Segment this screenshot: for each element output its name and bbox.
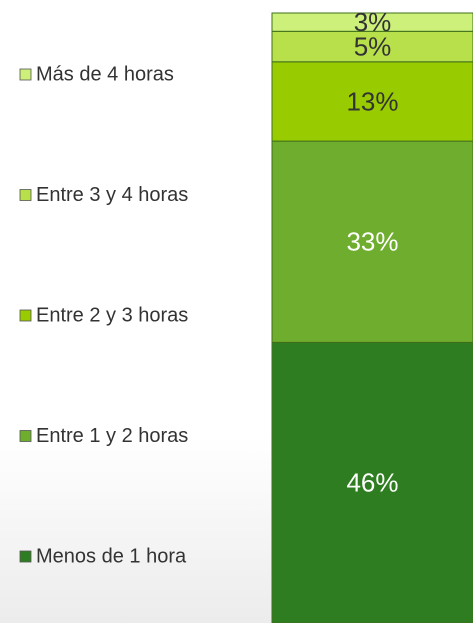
legend-label: Entre 2 y 3 horas — [36, 304, 188, 326]
legend-marker — [19, 430, 32, 442]
legend-label: Más de 4 horas — [36, 63, 174, 85]
data-label: 46% — [346, 468, 398, 498]
legend-marker — [19, 550, 32, 563]
legend-label: Entre 1 y 2 horas — [36, 425, 188, 447]
bar-segment — [271, 341, 473, 623]
data-label: 3% — [354, 7, 392, 37]
bar-segment — [271, 30, 473, 63]
data-label: 5% — [354, 31, 392, 61]
legend-marker — [19, 68, 32, 81]
legend-label: Entre 3 y 4 horas — [36, 184, 188, 206]
bar-segment — [271, 12, 473, 32]
data-label: 13% — [346, 86, 398, 116]
bar-segment — [271, 140, 473, 343]
legend-label: Menos de 1 hora — [36, 545, 187, 567]
data-label: 33% — [346, 227, 398, 257]
legend-marker — [19, 309, 32, 322]
legend-marker — [19, 189, 32, 201]
